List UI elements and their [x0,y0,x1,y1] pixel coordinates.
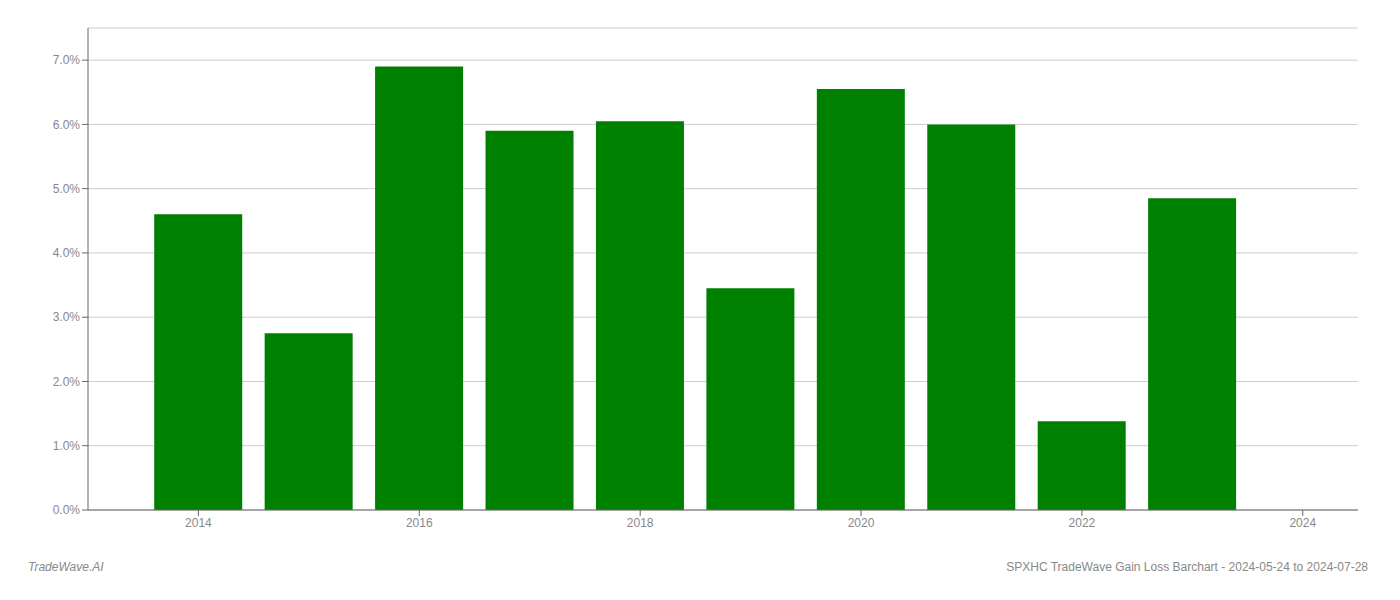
svg-text:5.0%: 5.0% [53,182,81,196]
svg-text:6.0%: 6.0% [53,118,81,132]
svg-text:1.0%: 1.0% [53,439,81,453]
svg-text:2016: 2016 [406,516,433,530]
svg-text:4.0%: 4.0% [53,246,81,260]
svg-text:2022: 2022 [1069,516,1096,530]
svg-text:2.0%: 2.0% [53,375,81,389]
svg-text:0.0%: 0.0% [53,503,81,517]
svg-text:2018: 2018 [627,516,654,530]
svg-text:2020: 2020 [848,516,875,530]
svg-text:7.0%: 7.0% [53,53,81,67]
html-text:TradeWave.AI: TradeWave.AI [28,560,104,574]
svg-text:2014: 2014 [185,516,212,530]
html-text:SPXHC TradeWave Gain Loss Barc: SPXHC TradeWave Gain Loss Barchart - 202… [1006,560,1368,574]
svg-text:2024: 2024 [1289,516,1316,530]
svg-text:3.0%: 3.0% [53,310,81,324]
